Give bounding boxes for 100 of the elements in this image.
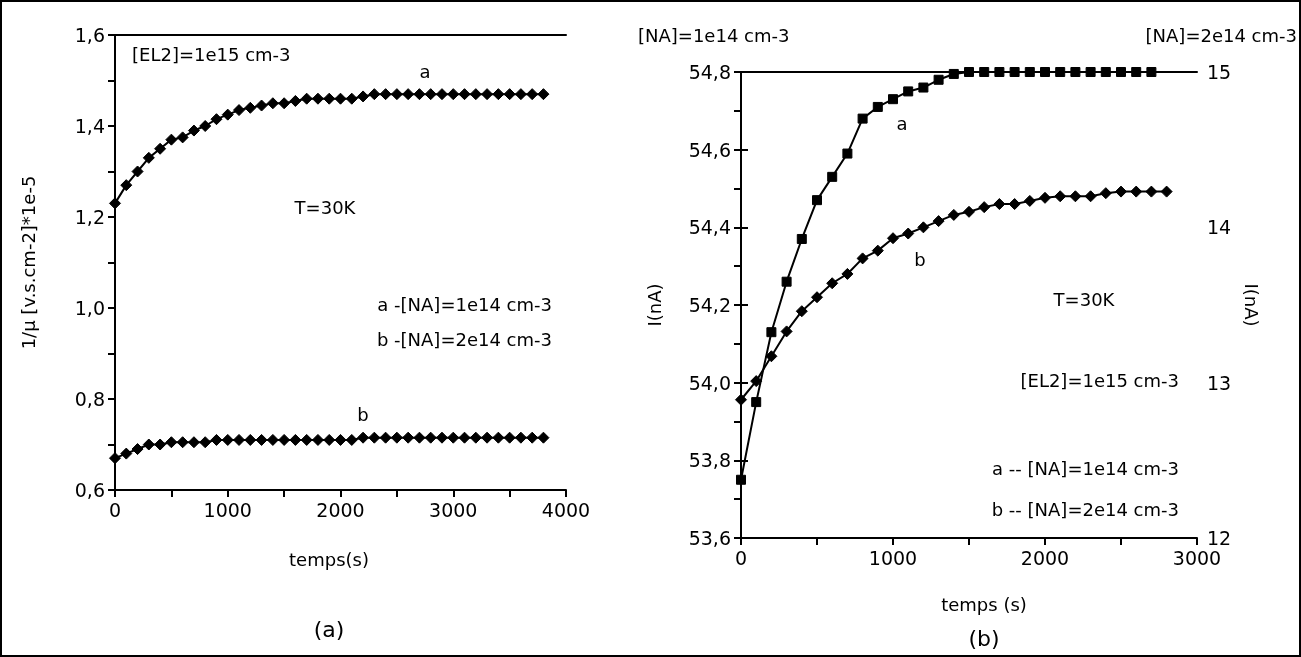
point: [435, 88, 448, 101]
point: [856, 252, 869, 265]
point: [887, 232, 899, 245]
point: [1070, 67, 1081, 77]
point: [424, 431, 437, 444]
point: [131, 165, 144, 178]
y-tick-label: 0,8: [74, 388, 105, 410]
point: [766, 327, 777, 338]
point: [402, 431, 415, 444]
x-tick-label: 4000: [541, 498, 591, 521]
point: [458, 88, 471, 101]
point: [379, 431, 392, 444]
point: [750, 375, 763, 388]
point: [131, 443, 144, 456]
y-tick-label: 54,0: [688, 371, 731, 394]
y-tick-label: 54,2: [688, 294, 731, 316]
point: [826, 277, 839, 290]
point: [780, 325, 793, 338]
x-tick-label: 3000: [429, 498, 478, 521]
point: [492, 88, 505, 101]
point: [979, 67, 990, 77]
y2-axis-title: I(nA): [1240, 283, 1262, 327]
point: [537, 431, 550, 444]
point: [1039, 191, 1051, 204]
point: [368, 88, 381, 101]
point: [1023, 194, 1036, 207]
point: [210, 113, 223, 126]
y-tick-label: 1,2: [74, 206, 105, 228]
annotation: [EL2]=1e15 cm-3: [1020, 369, 1179, 391]
point: [871, 244, 884, 257]
point: [503, 431, 516, 444]
point: [481, 431, 494, 444]
point: [1009, 67, 1020, 77]
point: [947, 208, 960, 221]
point: [781, 276, 792, 287]
point: [357, 90, 370, 103]
point: [933, 74, 944, 85]
annotation: T=30K: [1052, 288, 1116, 310]
text: [NA]=2e14 cm-3: [1145, 24, 1297, 46]
point: [1069, 190, 1082, 203]
point: [368, 431, 381, 444]
point: [176, 131, 189, 144]
point: [187, 436, 200, 449]
text: (b): [968, 625, 1000, 651]
x-tick-label: 1000: [203, 498, 252, 521]
point: [334, 433, 347, 446]
annotation: a: [419, 60, 431, 82]
y-axis-title: I(nA): [643, 283, 665, 327]
x-axis-title: temps(s): [289, 548, 369, 570]
x-tick-label: 2000: [1020, 546, 1070, 569]
point: [390, 88, 403, 101]
point: [413, 431, 426, 444]
point: [903, 86, 914, 97]
point: [154, 142, 167, 155]
point: [176, 436, 189, 449]
point: [1131, 67, 1142, 77]
y-tick-label: 54,8: [688, 61, 731, 83]
point: [1085, 67, 1096, 77]
point: [334, 92, 347, 105]
point: [300, 92, 313, 105]
point: [827, 171, 838, 182]
point: [1145, 185, 1158, 198]
point: [1130, 185, 1143, 198]
y-tick-label: 53,8: [688, 449, 731, 472]
y2-tick-label: 12: [1207, 527, 1232, 549]
point: [165, 133, 178, 146]
point: [435, 431, 448, 444]
point: [402, 88, 415, 101]
point: [964, 67, 974, 77]
point: [244, 101, 257, 114]
point: [918, 82, 929, 93]
point: [424, 88, 437, 101]
point: [233, 104, 246, 117]
point: [357, 431, 370, 444]
point: [503, 88, 516, 101]
y-tick-label: 1,4: [74, 115, 105, 137]
y2-tick-label: 13: [1207, 371, 1232, 394]
point: [142, 438, 155, 451]
point: [447, 88, 460, 101]
x-tick-label: 0: [734, 546, 748, 569]
point: [469, 88, 482, 101]
y-axis-title: 1/μ [v.s.cm-2]*1e-5: [17, 175, 39, 350]
point: [1099, 187, 1112, 200]
point: [948, 68, 959, 79]
point: [210, 433, 223, 446]
point: [481, 88, 494, 101]
annotation: a -- [NA]=1e14 cm-3: [992, 457, 1179, 479]
point: [120, 447, 133, 460]
point: [266, 97, 279, 110]
y-tick-label: 53,6: [688, 527, 731, 549]
point: [796, 233, 807, 244]
point: [142, 151, 155, 164]
annotation: a -[NA]=1e14 cm-3: [377, 293, 552, 315]
point: [1054, 190, 1067, 203]
point: [199, 120, 212, 132]
point: [278, 97, 291, 110]
point: [1116, 67, 1126, 77]
text: [NA]=1e14 cm-3: [638, 24, 790, 46]
point: [811, 291, 823, 304]
x-tick-label: 3000: [1172, 546, 1222, 569]
